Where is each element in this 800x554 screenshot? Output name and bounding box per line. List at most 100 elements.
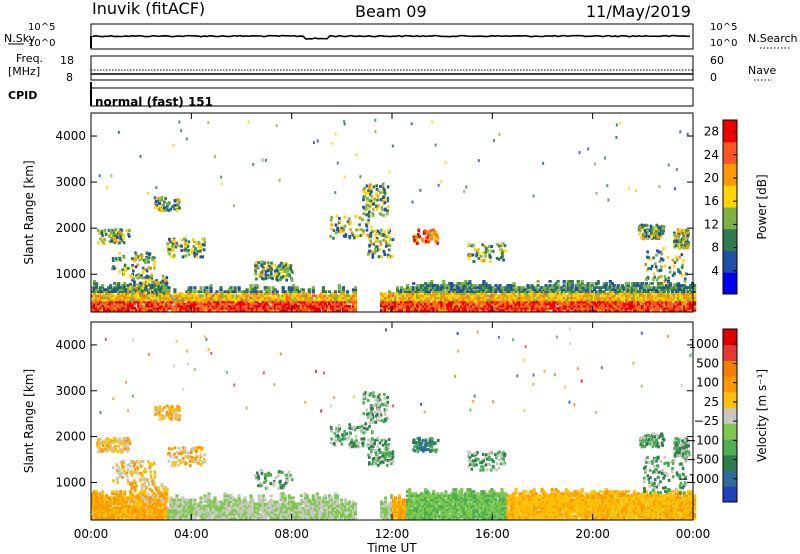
data-cell — [404, 306, 408, 310]
data-cell — [600, 306, 604, 310]
data-cell — [646, 275, 650, 279]
data-cell — [440, 306, 444, 310]
data-cell — [544, 292, 548, 296]
data-cell — [123, 304, 127, 308]
data-cell — [255, 296, 259, 300]
data-cell — [341, 300, 345, 304]
data-cell — [580, 282, 584, 285]
data-cell — [97, 309, 101, 312]
data-cell — [259, 292, 263, 296]
data-cell — [422, 300, 426, 304]
data-cell — [129, 296, 133, 300]
data-cell — [504, 286, 508, 289]
data-cell — [135, 286, 138, 290]
data-cell — [117, 515, 121, 518]
data-cell — [255, 277, 258, 281]
data-cell — [462, 306, 466, 310]
data-cell — [646, 292, 650, 296]
data-cell — [630, 284, 634, 287]
data-cell — [624, 306, 628, 310]
data-cell — [386, 309, 390, 312]
data-cell — [111, 508, 115, 512]
data-cell — [103, 296, 107, 300]
data-cell — [482, 280, 486, 283]
data-cell — [263, 302, 267, 306]
data-cell — [540, 292, 544, 296]
data-cell — [676, 233, 679, 237]
data-cell — [348, 234, 351, 238]
data-cell — [275, 304, 279, 308]
data-cell — [309, 300, 313, 304]
data-cell — [105, 504, 109, 508]
data-cell — [452, 296, 456, 300]
data-cell — [478, 292, 482, 296]
data-cell — [524, 288, 528, 291]
data-cell — [227, 304, 231, 308]
data-cell — [283, 309, 287, 312]
data-cell — [183, 248, 186, 252]
data-cell — [91, 296, 95, 300]
data-cell — [164, 197, 167, 200]
data-cell — [105, 292, 109, 296]
data-cell — [279, 302, 283, 306]
data-cell — [640, 284, 644, 287]
data-cell — [516, 309, 520, 312]
data-cell — [678, 228, 682, 232]
data-cell — [263, 294, 267, 298]
data-cell — [125, 300, 129, 304]
data-cell — [114, 239, 118, 243]
data-cell — [336, 161, 339, 165]
data-cell — [109, 504, 113, 508]
data-cell — [141, 490, 145, 493]
data-cell — [153, 290, 157, 293]
data-cell — [424, 236, 428, 240]
data-cell — [410, 306, 414, 310]
data-cell — [261, 158, 264, 162]
data-cell — [165, 302, 169, 306]
data-cell — [271, 302, 275, 306]
data-cell — [151, 300, 155, 304]
data-cell — [341, 288, 345, 291]
data-cell — [174, 242, 177, 246]
data-cell — [167, 288, 171, 291]
data-cell — [366, 233, 369, 237]
data-cell — [520, 288, 524, 291]
data-cell — [277, 304, 281, 308]
data-cell — [227, 296, 231, 300]
data-cell — [109, 515, 113, 518]
data-cell — [363, 195, 367, 199]
data-cell — [117, 506, 121, 510]
data-cell — [687, 300, 691, 304]
data-cell — [430, 294, 434, 298]
data-cell — [177, 512, 181, 516]
data-cell — [632, 294, 636, 298]
data-cell — [125, 292, 129, 296]
data-cell — [556, 302, 560, 306]
data-cell — [95, 510, 99, 514]
data-cell — [660, 296, 665, 300]
data-cell — [685, 286, 689, 289]
data-cell — [135, 298, 139, 302]
data-cell — [369, 192, 372, 196]
data-cell — [145, 300, 149, 304]
data-cell — [464, 300, 468, 304]
data-cell — [570, 296, 574, 300]
data-cell — [468, 288, 472, 291]
data-cell — [416, 300, 420, 304]
data-cell — [163, 304, 167, 308]
data-cell — [175, 306, 179, 310]
data-cell — [147, 508, 151, 512]
data-cell — [462, 290, 466, 293]
data-cell — [506, 298, 510, 302]
data-cell — [169, 207, 173, 211]
data-cell — [417, 229, 421, 233]
data-cell — [504, 309, 508, 312]
data-cell — [219, 298, 223, 302]
data-cell — [155, 306, 159, 310]
data-cell — [291, 290, 295, 293]
data-cell — [141, 266, 145, 270]
data-cell — [672, 306, 677, 310]
data-cell — [683, 296, 687, 300]
data-cell — [554, 309, 558, 312]
data-cell — [490, 298, 494, 302]
